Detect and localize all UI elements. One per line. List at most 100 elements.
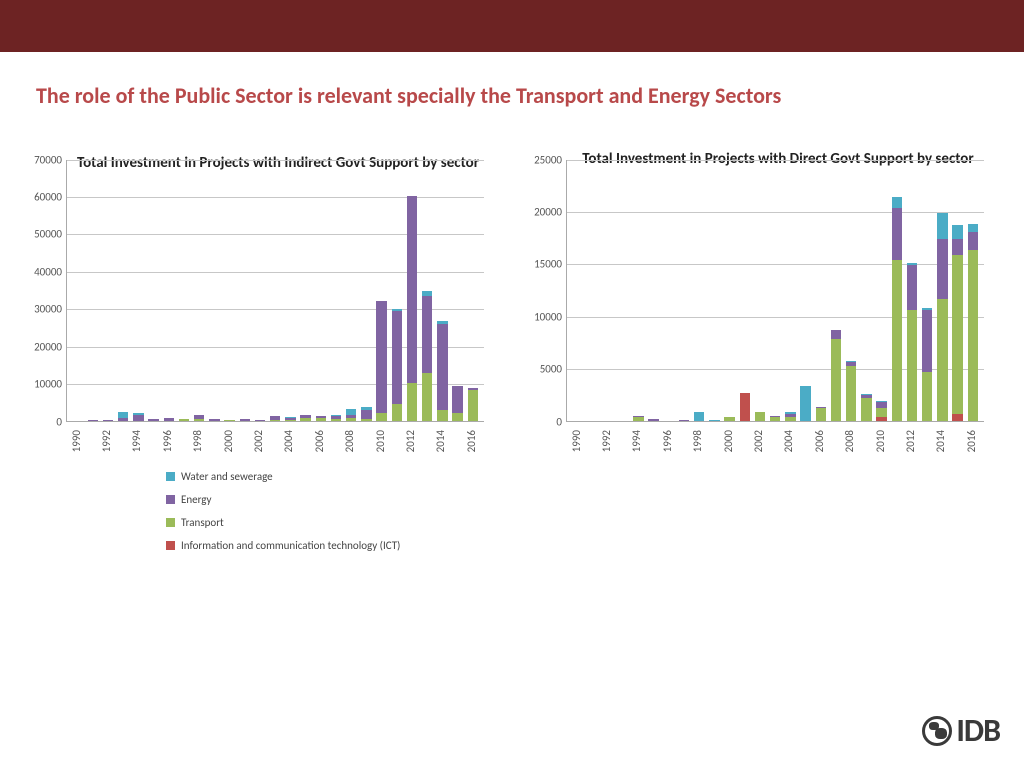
seg-transport	[937, 299, 947, 421]
x-tick: 1992	[100, 430, 113, 452]
seg-transport	[831, 339, 841, 421]
seg-transport	[468, 390, 478, 420]
bar-2004	[785, 412, 795, 420]
bar-2001	[740, 393, 750, 420]
legend-label: Energy	[181, 493, 211, 506]
x-tick: 2000	[722, 430, 735, 452]
x-tick: 2016	[965, 430, 978, 452]
seg-energy	[422, 296, 432, 373]
x-tick: 2004	[282, 430, 295, 452]
seg-energy	[392, 311, 402, 405]
y-tick: 0	[556, 415, 562, 428]
y-tick: 40000	[34, 265, 62, 278]
seg-transport	[922, 372, 932, 420]
seg-transport	[755, 412, 765, 421]
bar-2003	[270, 416, 280, 420]
bar-2013	[422, 291, 432, 420]
bar-2014	[937, 213, 947, 420]
chart-indirect: Total Investment in Projects with Indire…	[18, 150, 498, 580]
seg-transport	[785, 417, 795, 420]
bar-1999	[209, 419, 219, 420]
plot-area-right	[566, 160, 984, 422]
logo-text: IDB	[956, 711, 1000, 750]
bar-2005	[300, 415, 310, 421]
seg-transport	[316, 418, 326, 421]
bar-2016	[468, 388, 478, 420]
seg-transport	[452, 413, 462, 420]
legend-swatch-energy	[166, 495, 175, 504]
seg-transport	[300, 418, 310, 421]
seg-transport	[437, 410, 447, 420]
bar-1991	[88, 420, 98, 421]
y-tick: 20000	[34, 340, 62, 353]
seg-transport	[270, 420, 280, 421]
bar-2004	[285, 417, 295, 421]
seg-water	[892, 197, 902, 207]
bar-1995	[648, 419, 658, 421]
y-tick: 20000	[534, 205, 562, 218]
seg-energy	[209, 419, 219, 420]
seg-transport	[361, 419, 371, 420]
seg-energy	[88, 420, 98, 421]
y-tick: 25000	[534, 153, 562, 166]
seg-energy	[361, 410, 371, 419]
seg-transport	[392, 404, 402, 420]
grid-line	[567, 212, 984, 213]
seg-transport	[861, 398, 871, 421]
seg-ict	[740, 393, 750, 420]
seg-energy	[648, 419, 658, 421]
bar-2009	[861, 394, 871, 420]
bar-2000	[724, 417, 734, 421]
seg-transport	[770, 417, 780, 420]
x-tick: 1998	[191, 430, 204, 452]
chart-direct: Total Investment in Projects with Direct…	[518, 150, 998, 490]
seg-transport	[407, 383, 417, 420]
seg-energy	[937, 239, 947, 299]
bar-2006	[816, 407, 826, 420]
bar-2008	[346, 409, 356, 421]
seg-energy	[407, 196, 417, 383]
grid-line	[567, 264, 984, 265]
legend-label: Water and sewerage	[181, 470, 273, 483]
x-tick: 2014	[434, 430, 447, 452]
y-tick: 30000	[34, 303, 62, 316]
y-tick: 60000	[34, 190, 62, 203]
x-tick: 2010	[874, 430, 887, 452]
legend-item: Water and sewerage	[166, 470, 400, 483]
seg-transport	[346, 418, 356, 421]
x-tick: 1998	[691, 430, 704, 452]
seg-transport	[179, 419, 189, 420]
seg-energy	[437, 324, 447, 410]
bar-2000	[224, 420, 234, 421]
seg-transport	[422, 373, 432, 421]
y-axis-right: 0500010000150002000025000	[518, 160, 566, 422]
seg-transport	[285, 420, 295, 421]
bar-2007	[331, 415, 341, 421]
seg-transport	[892, 260, 902, 420]
x-tick: 2002	[252, 430, 265, 452]
idb-logo: IDB	[922, 711, 1000, 750]
grid-line	[67, 160, 484, 161]
bar-2013	[922, 308, 932, 420]
bar-2006	[316, 416, 326, 421]
bar-2003	[770, 416, 780, 421]
x-tick: 2002	[752, 430, 765, 452]
legend-item: Energy	[166, 493, 400, 506]
seg-energy	[679, 420, 689, 421]
legend-swatch-ict	[166, 541, 175, 550]
bar-1995	[148, 419, 158, 420]
bar-2010	[376, 301, 386, 421]
seg-transport	[952, 255, 962, 414]
y-axis-left: 010000200003000040000500006000070000	[18, 160, 66, 422]
grid-line	[567, 160, 984, 161]
x-tick: 1990	[570, 430, 583, 452]
legend: Water and sewerage Energy Transport Info…	[166, 470, 400, 562]
seg-energy	[118, 418, 128, 420]
bar-2008	[846, 361, 856, 421]
seg-water	[800, 386, 810, 421]
bar-1998	[194, 415, 204, 420]
x-tick: 2012	[404, 430, 417, 452]
seg-transport	[331, 419, 341, 421]
bar-1996	[164, 418, 174, 421]
x-tick: 1992	[600, 430, 613, 452]
